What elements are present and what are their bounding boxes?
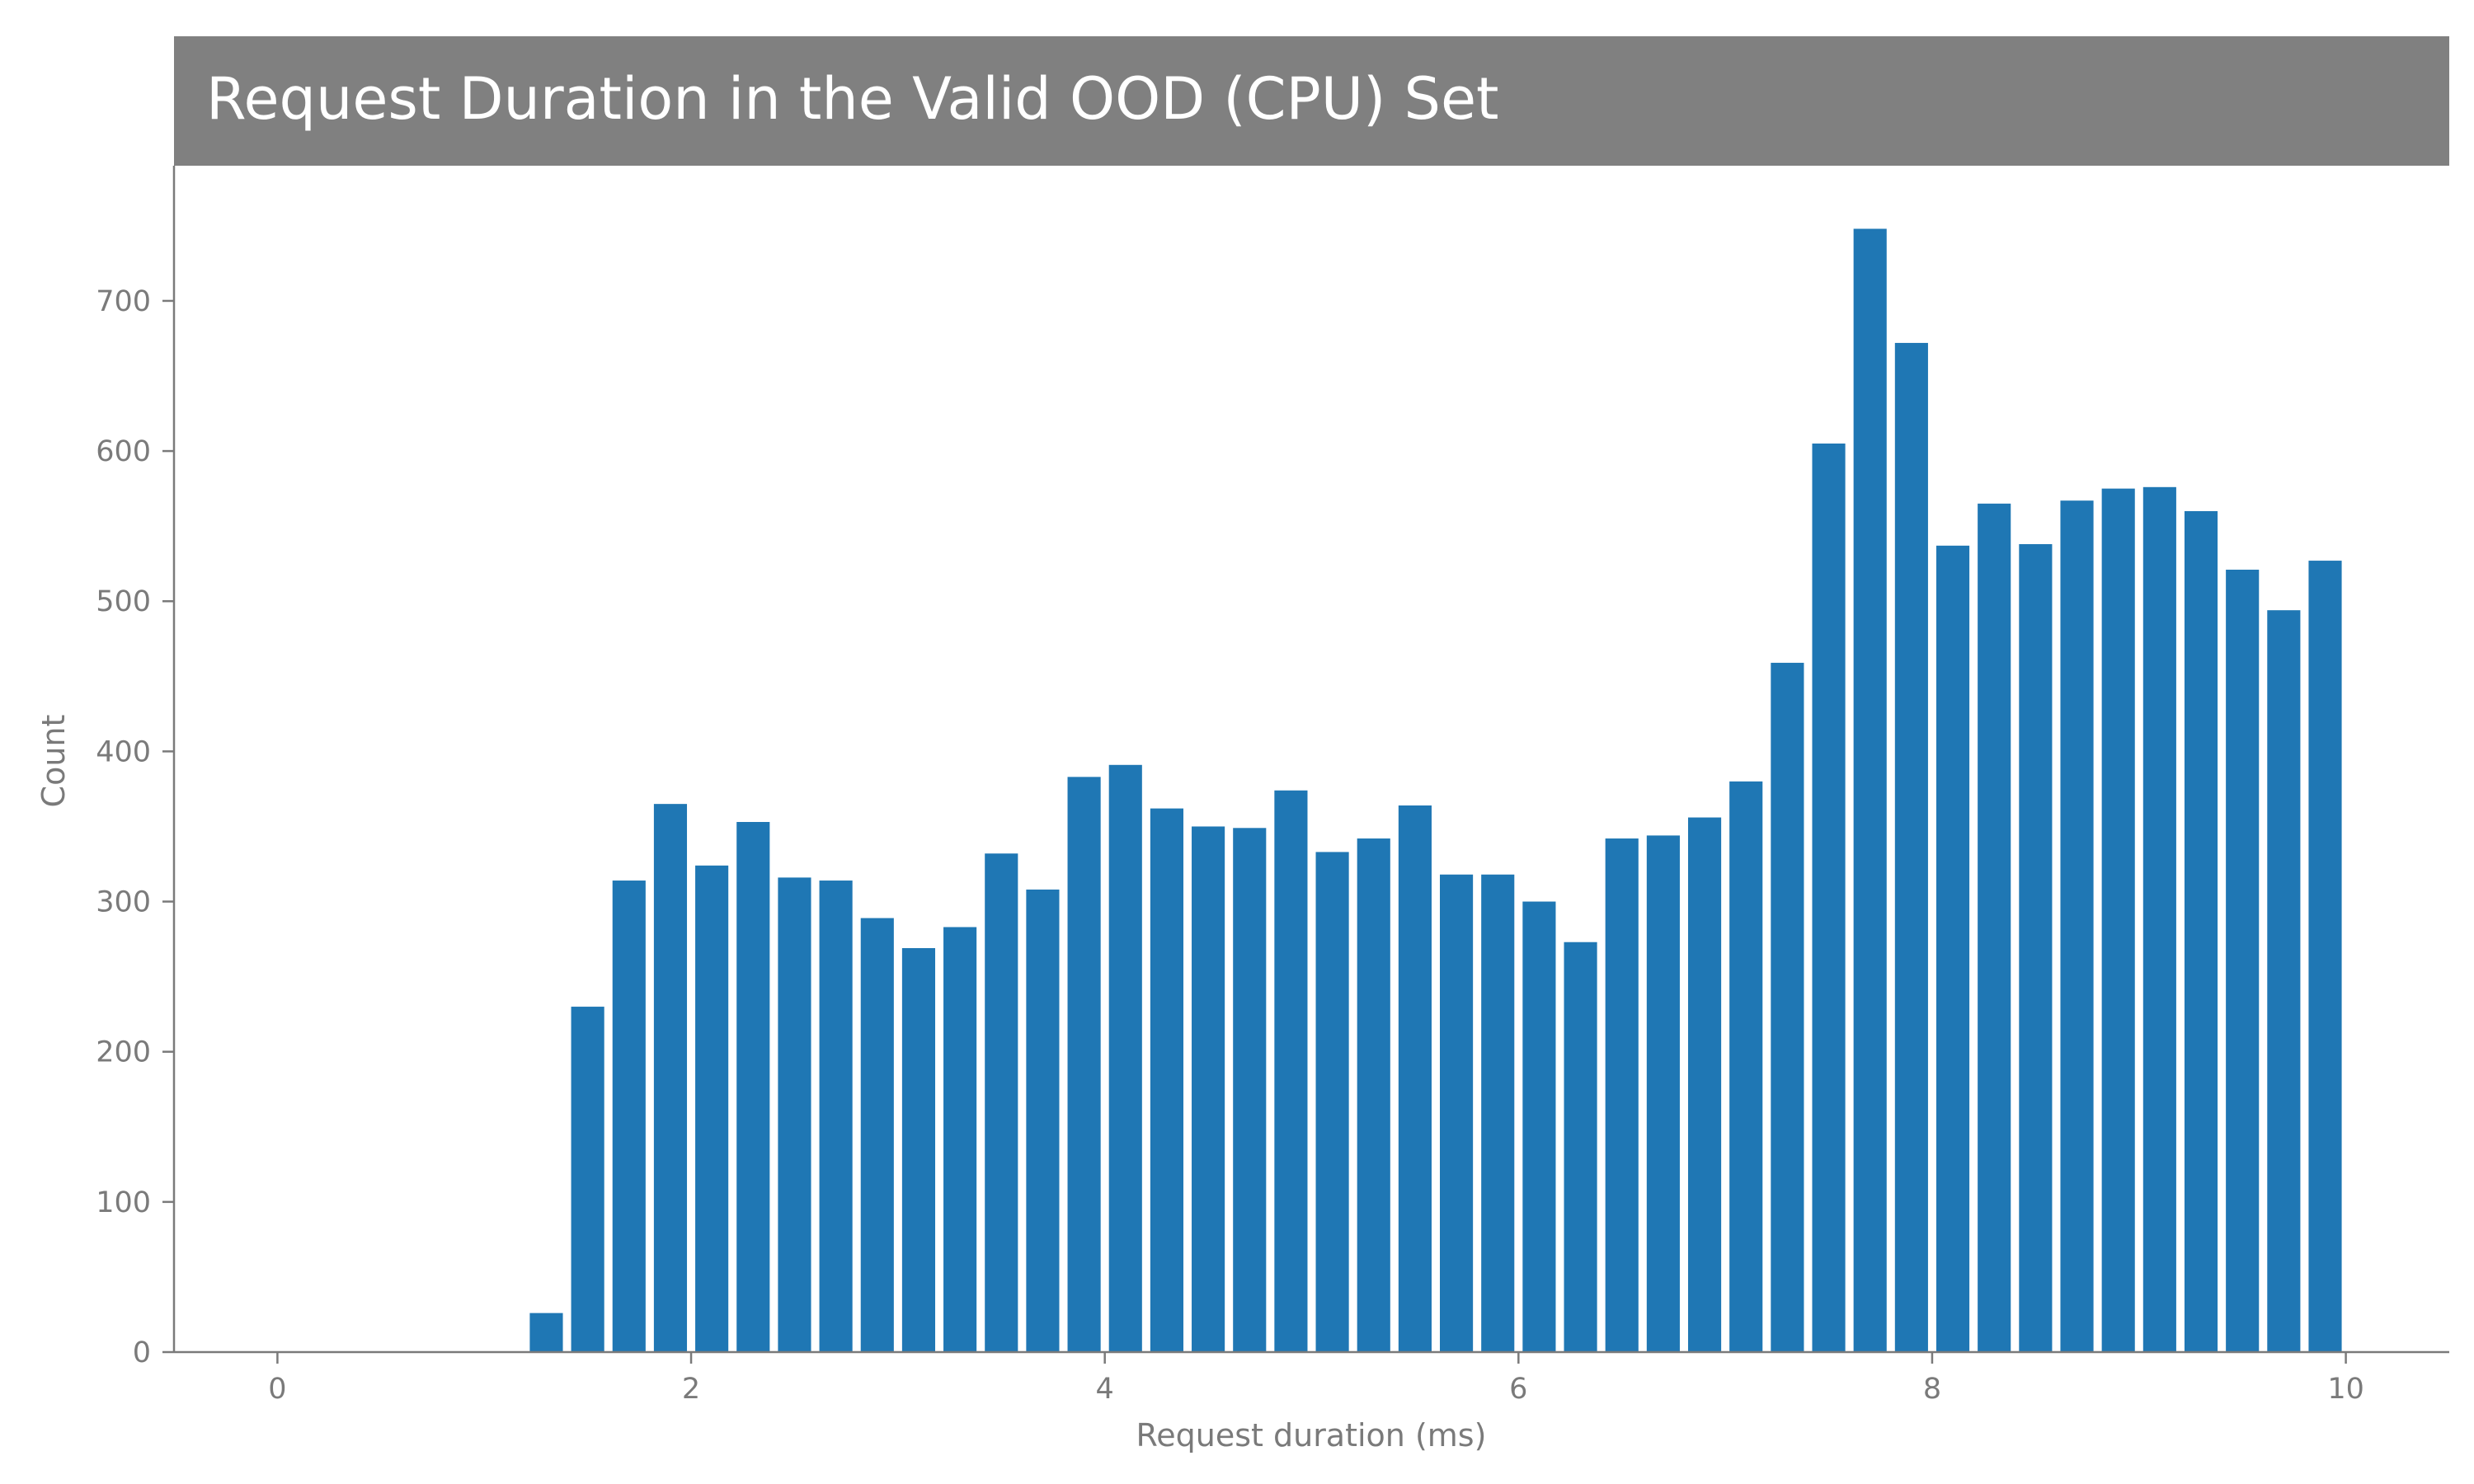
histogram-bar [1108, 764, 1142, 1352]
histogram-bar [1978, 503, 2011, 1352]
histogram-bar [736, 822, 770, 1352]
histogram-bar [2142, 486, 2176, 1352]
histogram-bar [529, 1313, 563, 1352]
histogram-bar [943, 927, 977, 1352]
histogram-bar [1150, 808, 1183, 1352]
histogram-bar [985, 853, 1018, 1352]
histogram-bar [1522, 901, 1556, 1352]
axes-layer [172, 166, 2449, 1354]
y-ticks-layer: 0 100 200 300 400 500 600 700 [96, 285, 174, 1369]
y-tick-label: 400 [96, 735, 151, 768]
y-tick-label: 100 [96, 1186, 151, 1219]
chart-title: Request Duration in the Valid OOD (CPU) … [206, 65, 1498, 133]
x-tick-label: 10 [2327, 1373, 2364, 1406]
histogram-bar [1812, 443, 1846, 1352]
histogram-bar [1026, 889, 1060, 1352]
x-ticks-layer: 0 2 4 6 8 10 [268, 1352, 2364, 1406]
title-bar [174, 36, 2449, 166]
histogram-bar [2060, 500, 2094, 1353]
histogram-bar [571, 1007, 604, 1352]
histogram-bar [1605, 838, 1639, 1352]
histogram-bar [778, 877, 811, 1352]
histogram-bar [2019, 544, 2053, 1352]
x-tick-label: 8 [1923, 1373, 1941, 1406]
x-tick-label: 0 [268, 1373, 286, 1406]
histogram-bar [2308, 561, 2342, 1352]
histogram-bar [1315, 852, 1349, 1352]
histogram-bar [1357, 838, 1390, 1352]
x-tick-label: 6 [1509, 1373, 1527, 1406]
histogram-bar [1771, 662, 1804, 1352]
histogram-bar [1646, 835, 1680, 1352]
histogram-bar [1398, 805, 1432, 1352]
histogram-bar [1440, 874, 1474, 1352]
histogram-bar [1729, 781, 1763, 1352]
histogram-bar [1894, 342, 1928, 1353]
y-axis-label: Count [35, 715, 72, 808]
histogram-bar [1687, 817, 1722, 1352]
histogram-bar [2101, 488, 2135, 1352]
y-tick-label: 300 [96, 886, 151, 919]
y-tick-label: 600 [96, 435, 151, 468]
y-tick-label: 0 [133, 1336, 151, 1369]
bars-layer [529, 228, 2342, 1353]
histogram-bar [1564, 942, 1597, 1352]
y-tick-label: 700 [96, 285, 151, 318]
histogram-bar [2267, 610, 2301, 1352]
x-axis-label: Request duration (ms) [1136, 1417, 1487, 1453]
histogram-bar [1853, 228, 1887, 1352]
histogram-bar [1067, 777, 1101, 1352]
histogram-bar [1233, 828, 1267, 1352]
y-tick-label: 200 [96, 1036, 151, 1069]
histogram-bar [2226, 569, 2260, 1352]
histogram-bar [612, 881, 646, 1352]
histogram-bar [819, 881, 853, 1352]
histogram-bar [2184, 510, 2218, 1352]
histogram-bar [901, 948, 936, 1352]
histogram-bar [1274, 790, 1308, 1352]
histogram-bar [860, 918, 894, 1352]
histogram-bar [1192, 826, 1225, 1352]
histogram-bar [1935, 545, 1970, 1352]
y-tick-label: 500 [96, 585, 151, 618]
x-tick-label: 2 [682, 1373, 700, 1406]
histogram-bar [1481, 874, 1515, 1352]
histogram-bar [695, 865, 729, 1352]
histogram-bar [653, 804, 688, 1352]
x-tick-label: 4 [1096, 1373, 1114, 1406]
